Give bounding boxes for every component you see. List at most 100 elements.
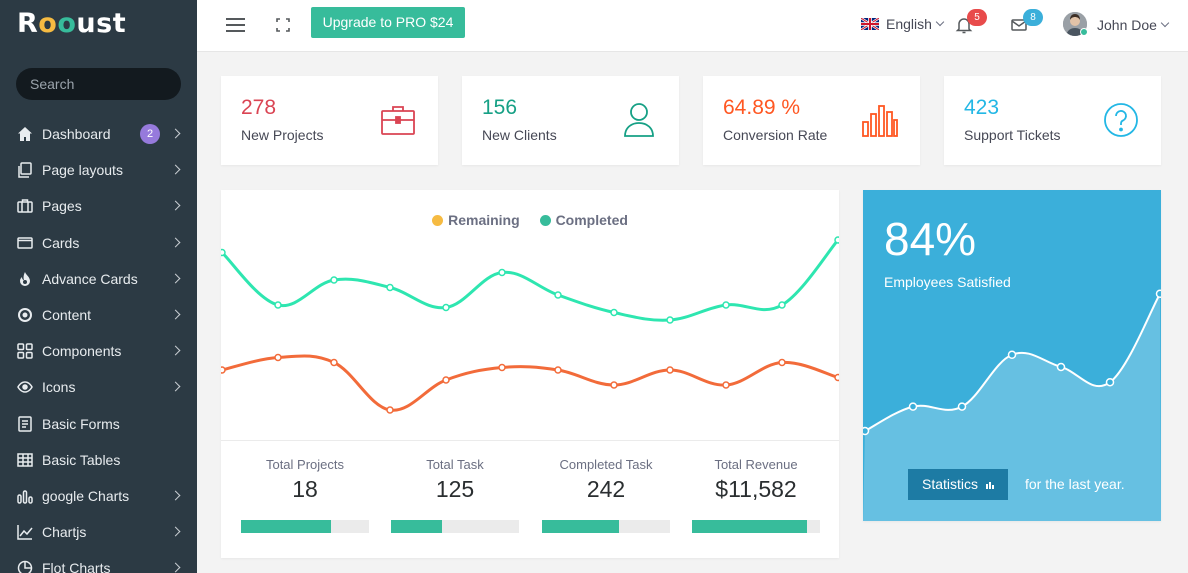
sidebar-item-label: Content (42, 307, 92, 324)
search-input[interactable]: Search (16, 68, 181, 100)
menu-toggle-icon[interactable] (226, 18, 245, 32)
sidebar-item-content[interactable]: Content (0, 297, 197, 333)
line-chart (221, 236, 839, 414)
data-point[interactable] (274, 301, 282, 309)
statistics-button-label: Statistics (922, 476, 979, 492)
data-point[interactable] (722, 381, 730, 389)
question-icon (1104, 103, 1138, 137)
user-icon (624, 103, 654, 137)
data-point[interactable] (957, 402, 967, 411)
sidebar: Rooust Search Dashboard 2 Page layouts Page… (0, 0, 197, 573)
sidebar-item-basic-forms[interactable]: Basic Forms (0, 406, 197, 442)
sidebar-item-flot-charts[interactable]: Flot Charts (0, 550, 197, 573)
fullscreen-icon[interactable] (276, 18, 290, 32)
stat-card-conversion-rate: 64.89 % Conversion Rate (703, 76, 920, 165)
statistics-button[interactable]: Statistics (908, 469, 1008, 500)
chevron-right-icon (170, 164, 181, 175)
progress-fill (692, 520, 808, 533)
progress-bar (692, 520, 820, 533)
legend-item-remaining[interactable]: Remaining (432, 212, 520, 228)
chevron-right-icon (170, 201, 181, 211)
kpi-value: 242 (586, 476, 626, 502)
data-point[interactable] (666, 366, 674, 374)
sidebar-item-pages[interactable]: Pages (0, 188, 197, 224)
stat-card-support-tickets: 423 Support Tickets (944, 76, 1161, 165)
user-name: John Doe (1097, 17, 1157, 33)
data-point[interactable] (498, 268, 506, 277)
sidebar-item-google-charts[interactable]: google Charts (0, 478, 197, 514)
bar-chart-icon (862, 105, 898, 137)
data-point[interactable] (442, 376, 450, 384)
data-point[interactable] (1007, 350, 1017, 359)
kpi-label: Completed Task (559, 457, 653, 472)
logo-letter: R (17, 8, 39, 39)
sidebar-item-label: Components (42, 343, 122, 360)
uk-flag-icon (861, 18, 879, 30)
data-point[interactable] (863, 426, 870, 436)
brand-logo[interactable]: Rooust (0, 0, 197, 52)
messages-badge: 8 (1023, 9, 1043, 26)
chevron-down-icon (1160, 18, 1170, 28)
sidebar-item-label: Chartjs (42, 524, 87, 541)
divider (221, 440, 839, 441)
data-point[interactable] (778, 301, 786, 309)
series-line-remaining (221, 354, 839, 412)
eye-icon (16, 378, 34, 396)
online-status-dot (1080, 28, 1088, 36)
data-point[interactable] (221, 248, 226, 257)
language-selector[interactable]: English (861, 16, 945, 32)
chevron-right-icon (170, 562, 181, 573)
chevron-down-icon (935, 17, 945, 27)
data-point[interactable] (498, 363, 506, 372)
data-point[interactable] (610, 381, 618, 389)
logo-letter: o (38, 8, 58, 39)
data-point[interactable] (778, 358, 786, 367)
upgrade-button[interactable]: Upgrade to PRO $24 (311, 7, 465, 38)
satisfaction-value: 84% (884, 213, 977, 265)
data-point[interactable] (221, 366, 226, 374)
copy-icon (16, 161, 34, 179)
sidebar-item-label: Icons (42, 379, 76, 396)
bell-icon[interactable] (955, 16, 973, 34)
data-point[interactable] (330, 358, 338, 367)
sidebar-item-advance-cards[interactable]: Advance Cards (0, 261, 197, 297)
data-point[interactable] (386, 406, 394, 414)
stat-card-new-projects: 278 New Projects (221, 76, 438, 165)
data-point[interactable] (554, 291, 562, 299)
data-point[interactable] (834, 236, 839, 244)
data-point[interactable] (554, 366, 562, 374)
data-point[interactable] (330, 276, 338, 284)
sidebar-item-page-layouts[interactable]: Page layouts (0, 152, 197, 188)
chevron-right-icon (170, 526, 181, 537)
logo-letter: ust (76, 8, 127, 39)
legend-item-completed[interactable]: Completed (539, 212, 628, 228)
data-point[interactable] (666, 316, 674, 324)
user-menu[interactable]: John Doe (1097, 17, 1170, 33)
data-point[interactable] (274, 353, 282, 362)
sidebar-item-cards[interactable]: Cards (0, 225, 197, 261)
data-point[interactable] (610, 308, 618, 317)
sidebar-item-icons[interactable]: Icons (0, 369, 197, 405)
sidebar-item-basic-tables[interactable]: Basic Tables (0, 442, 197, 478)
chevron-right-icon (170, 309, 181, 320)
data-point[interactable] (386, 283, 394, 292)
data-point[interactable] (1105, 377, 1115, 387)
language-label: English (886, 16, 932, 32)
data-point[interactable] (442, 303, 450, 312)
data-point[interactable] (834, 373, 839, 382)
top-navbar: Upgrade to PRO $24 English 5 8 John Doe (197, 0, 1188, 52)
satisfaction-label: Employees Satisfied (884, 274, 1011, 290)
data-point[interactable] (1155, 289, 1162, 298)
sidebar-item-components[interactable]: Components (0, 333, 197, 369)
sidebar-item-label: Pages (42, 198, 82, 215)
mail-icon[interactable] (1010, 16, 1028, 34)
sidebar-item-chartjs[interactable]: Chartjs (0, 514, 197, 550)
progress-bar (391, 520, 519, 533)
sidebar-item-dashboard[interactable]: Dashboard 2 (0, 116, 197, 152)
data-point[interactable] (1056, 362, 1066, 372)
data-point[interactable] (722, 301, 730, 309)
kpi-label: Total Task (426, 457, 484, 472)
chevron-right-icon (170, 381, 181, 392)
stat-label: New Projects (241, 127, 324, 143)
data-point[interactable] (908, 402, 918, 411)
